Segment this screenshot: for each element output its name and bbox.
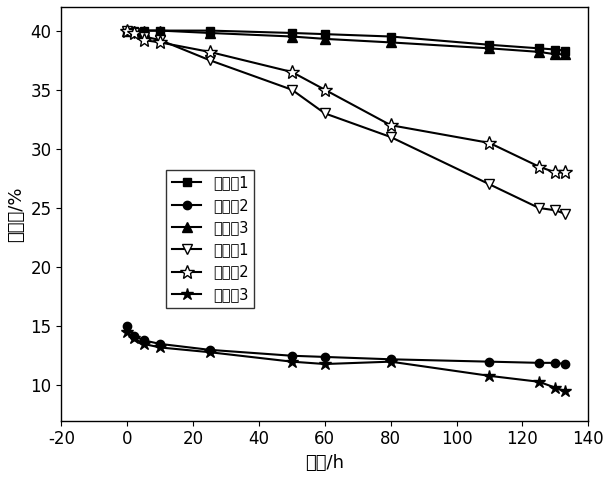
实施例1 (562, 48, 569, 54)
实施例3 (387, 40, 394, 46)
Legend: 实施例1, 实施例2, 实施例3, 对比例1, 对比例2, 对比例3: 实施例1, 实施例2, 实施例3, 对比例1, 对比例2, 对比例3 (166, 170, 254, 308)
对比例2 (486, 140, 493, 146)
对比例2 (156, 40, 164, 46)
对比例1 (156, 37, 164, 43)
对比例1 (535, 205, 543, 211)
实施例1 (140, 28, 147, 34)
实施例2 (140, 338, 147, 343)
对比例3 (156, 344, 164, 350)
对比例3 (321, 361, 329, 367)
实施例1 (321, 31, 329, 37)
对比例3 (288, 359, 296, 365)
实施例1 (156, 28, 164, 34)
对比例1 (562, 211, 569, 217)
对比例2 (123, 28, 131, 34)
对比例3 (206, 349, 213, 355)
对比例1 (387, 134, 394, 140)
实施例2 (486, 359, 493, 365)
实施例3 (321, 36, 329, 42)
实施例2 (288, 353, 296, 359)
对比例3 (387, 359, 394, 365)
实施例3 (206, 30, 213, 36)
Line: 实施例1: 实施例1 (123, 26, 569, 55)
实施例1 (130, 28, 137, 34)
实施例3 (535, 49, 543, 55)
对比例1 (552, 207, 559, 213)
实施例1 (123, 28, 131, 34)
实施例2 (552, 360, 559, 365)
实施例2 (321, 354, 329, 360)
对比例2 (321, 87, 329, 92)
实施例3 (562, 51, 569, 57)
对比例1 (130, 30, 137, 36)
对比例1 (321, 111, 329, 116)
Line: 对比例1: 对比例1 (122, 26, 570, 219)
对比例3 (486, 373, 493, 379)
实施例2 (123, 323, 131, 329)
对比例2 (140, 37, 147, 43)
对比例1 (288, 87, 296, 92)
实施例1 (206, 28, 213, 34)
对比例2 (535, 164, 543, 170)
对比例3 (535, 379, 543, 385)
对比例1 (206, 57, 213, 63)
实施例1 (288, 30, 296, 36)
对比例2 (130, 30, 137, 36)
对比例2 (562, 170, 569, 175)
对比例1 (123, 28, 131, 34)
实施例2 (130, 333, 137, 339)
实施例3 (140, 28, 147, 34)
实施例2 (387, 356, 394, 362)
实施例2 (535, 360, 543, 365)
对比例3 (130, 335, 137, 341)
实施例2 (562, 361, 569, 367)
Y-axis label: 固含量/%: 固含量/% (7, 186, 25, 241)
Line: 对比例2: 对比例2 (120, 23, 572, 180)
对比例3 (552, 385, 559, 390)
对比例3 (123, 329, 131, 335)
实施例3 (288, 34, 296, 39)
实施例1 (486, 42, 493, 47)
实施例1 (552, 46, 559, 52)
实施例3 (123, 28, 131, 34)
对比例3 (140, 341, 147, 347)
实施例2 (156, 341, 164, 347)
对比例2 (288, 69, 296, 75)
对比例1 (486, 182, 493, 187)
实施例3 (486, 46, 493, 51)
Line: 实施例2: 实施例2 (123, 322, 569, 368)
实施例1 (535, 46, 543, 51)
对比例2 (206, 49, 213, 55)
Line: 实施例3: 实施例3 (122, 26, 570, 59)
实施例2 (206, 347, 213, 353)
X-axis label: 时间/h: 时间/h (306, 454, 344, 472)
实施例3 (156, 28, 164, 34)
对比例2 (387, 122, 394, 128)
实施例1 (387, 34, 394, 39)
对比例1 (140, 34, 147, 39)
实施例3 (552, 51, 559, 57)
Line: 对比例3: 对比例3 (121, 326, 571, 398)
对比例3 (562, 388, 569, 394)
实施例3 (130, 28, 137, 34)
对比例2 (552, 170, 559, 175)
